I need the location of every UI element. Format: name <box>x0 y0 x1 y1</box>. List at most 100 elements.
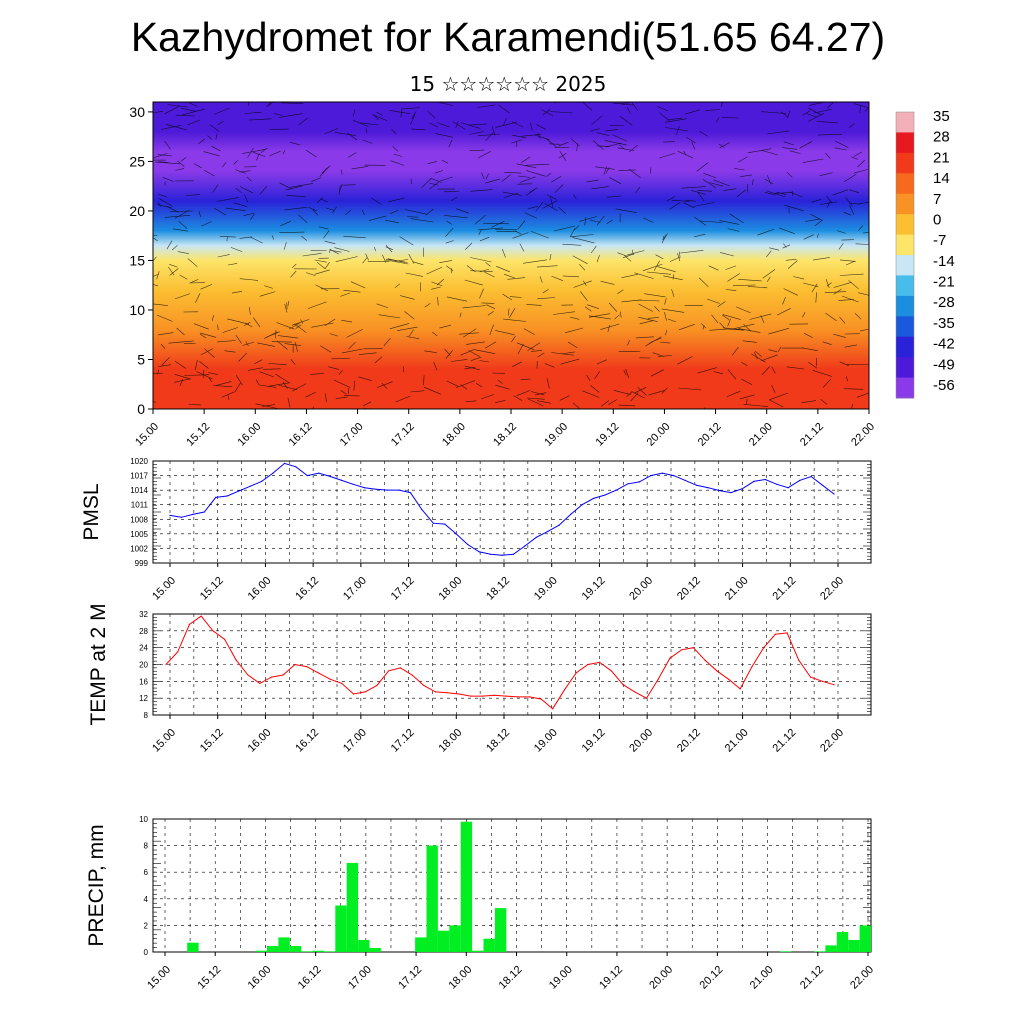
colorbar-swatch <box>896 275 914 297</box>
wind-streak <box>268 363 287 365</box>
wind-streak <box>153 256 157 262</box>
wind-barbs <box>153 102 869 409</box>
data-point <box>593 497 595 499</box>
wind-streak <box>285 185 303 191</box>
wind-streak <box>208 372 218 375</box>
data-point <box>259 682 261 685</box>
wind-streak <box>769 399 784 408</box>
x-tick-label: 16.00 <box>246 964 274 992</box>
data-point <box>517 696 519 698</box>
wind-streak <box>843 174 857 183</box>
wind-streak <box>203 151 220 157</box>
wind-streak <box>425 208 434 216</box>
data-point <box>306 475 308 477</box>
wind-streak <box>832 189 849 196</box>
wind-streak <box>620 311 622 318</box>
data-point <box>798 659 800 661</box>
wind-streak <box>276 322 295 330</box>
data-point <box>375 488 377 490</box>
wind-streak <box>305 391 316 398</box>
wind-streak <box>731 346 739 356</box>
wind-streak <box>427 161 438 164</box>
data-point <box>581 504 583 506</box>
data-point <box>505 695 507 697</box>
wind-streak <box>217 121 224 126</box>
panel-frame <box>152 460 872 564</box>
wind-streak <box>583 280 587 286</box>
wind-streak <box>199 332 217 338</box>
wind-streak <box>350 281 366 289</box>
data-point <box>470 695 472 697</box>
wind-streak <box>156 271 160 280</box>
wind-streak <box>537 297 556 300</box>
wind-streak <box>711 314 719 324</box>
wind-streak <box>551 275 564 281</box>
wind-streak <box>638 303 653 312</box>
data-point <box>270 676 273 678</box>
wind-streak <box>437 296 439 306</box>
wind-streak <box>661 387 668 394</box>
data-point <box>481 695 483 697</box>
wind-streak <box>596 145 610 147</box>
x-tick-label: 20.12 <box>696 421 724 449</box>
data-point <box>786 632 788 634</box>
wind-streak <box>661 234 666 244</box>
data-point <box>821 680 823 682</box>
wind-streak <box>341 319 353 323</box>
wind-streak <box>526 304 542 306</box>
wind-streak <box>158 161 169 163</box>
wind-streak <box>176 327 185 336</box>
data-point <box>318 472 320 474</box>
wind-streak <box>591 186 609 190</box>
x-tick-label: 17.12 <box>389 727 417 755</box>
colorbar-swatch <box>896 377 914 399</box>
precip-bar <box>255 950 267 952</box>
data-point <box>203 511 205 513</box>
wind-streak <box>643 217 654 223</box>
x-tick-label: 18.00 <box>446 964 474 992</box>
wind-streak <box>465 400 477 403</box>
wind-streak <box>242 149 266 154</box>
wind-streak <box>675 126 680 136</box>
y-tick-label: 2 <box>144 921 149 930</box>
data-point <box>294 663 296 666</box>
x-tick-label: 18.12 <box>497 964 525 992</box>
y-tick-label: 10 <box>129 302 145 318</box>
wind-streak <box>764 178 773 185</box>
wind-streak <box>579 216 597 222</box>
wind-streak <box>517 343 524 355</box>
wind-streak <box>305 149 317 158</box>
wind-streak <box>627 106 631 114</box>
wind-streak <box>219 236 236 238</box>
data-point <box>352 693 355 695</box>
wind-streak <box>549 143 561 145</box>
wind-streak <box>761 366 770 376</box>
wind-streak <box>691 141 696 150</box>
wind-streak <box>617 252 628 257</box>
wind-streak <box>157 154 172 157</box>
wind-streak <box>399 236 414 246</box>
wind-streak <box>511 139 523 144</box>
wind-streak <box>516 390 531 396</box>
wind-streak <box>723 188 737 191</box>
wind-streak <box>743 404 769 407</box>
x-tick-label: 16.12 <box>287 421 315 449</box>
wind-streak <box>190 279 199 284</box>
data-point <box>707 487 709 489</box>
wind-streak <box>803 234 814 240</box>
data-point <box>716 670 718 672</box>
wind-streak <box>334 132 356 136</box>
wind-streak <box>456 208 470 214</box>
wind-streak <box>487 311 494 316</box>
wind-streak <box>819 172 833 176</box>
wind-streak <box>164 141 171 150</box>
data-point <box>622 684 624 686</box>
wind-streak <box>833 288 842 295</box>
wind-streak <box>162 177 174 182</box>
wind-streak <box>383 337 391 347</box>
wind-streak <box>787 260 798 269</box>
wind-streak <box>850 156 859 160</box>
wind-streak <box>346 329 363 338</box>
x-tick-label: 16.12 <box>293 727 321 755</box>
wind-streak <box>329 248 331 253</box>
